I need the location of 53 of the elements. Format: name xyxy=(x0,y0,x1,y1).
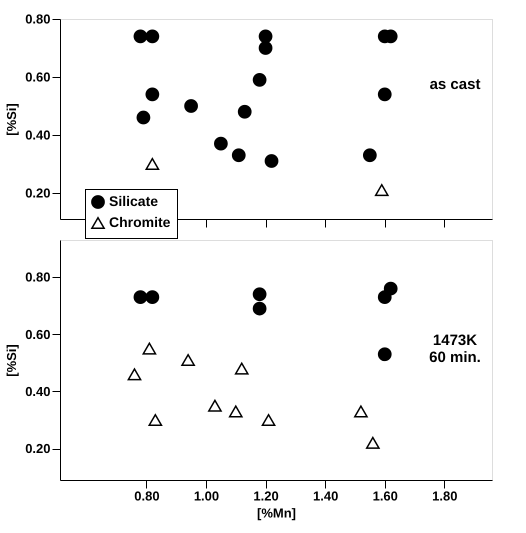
point xyxy=(362,148,377,162)
y-tick-label: 0.40 xyxy=(25,127,50,142)
point xyxy=(142,342,156,355)
point xyxy=(145,30,160,44)
point xyxy=(354,405,368,418)
point xyxy=(134,290,148,304)
point xyxy=(148,414,162,426)
point xyxy=(232,148,246,162)
y-tick-label: 0.80 xyxy=(25,270,50,285)
point xyxy=(258,30,272,44)
legend-label: Chromite xyxy=(109,214,171,230)
point xyxy=(145,290,160,304)
legend-label: Silicate xyxy=(109,193,158,209)
point xyxy=(252,287,266,302)
y-tick-label: 0.40 xyxy=(25,384,50,399)
y-tick-label: 0.20 xyxy=(25,441,50,456)
point xyxy=(184,99,198,113)
point xyxy=(136,110,150,124)
y-tick-label: 0.60 xyxy=(25,326,50,342)
point xyxy=(208,400,222,412)
point xyxy=(234,362,249,375)
point xyxy=(378,347,392,362)
point xyxy=(145,158,160,170)
annotation: as cast xyxy=(430,76,480,93)
y-tick-label: 0.60 xyxy=(25,69,50,84)
x-tick-label: 1.20 xyxy=(253,488,279,504)
x-tick-label: 1.60 xyxy=(372,488,398,504)
point xyxy=(384,282,398,296)
point xyxy=(214,136,228,150)
x-tick-label: 1.00 xyxy=(194,488,220,504)
x-tick-label: 1.80 xyxy=(432,488,458,504)
y-axis-title: [%Si] xyxy=(4,344,20,377)
point xyxy=(258,41,272,55)
point xyxy=(262,414,276,426)
point xyxy=(252,302,266,316)
point xyxy=(181,354,195,366)
point xyxy=(145,88,160,102)
point xyxy=(134,30,148,44)
annotation: 1473K 60 min. xyxy=(429,332,481,366)
x-axis-title: [%Mn] xyxy=(257,506,296,520)
point xyxy=(128,368,142,380)
point xyxy=(378,88,392,102)
point xyxy=(366,436,380,449)
y-tick-label: 0.80 xyxy=(25,12,50,26)
point xyxy=(264,154,278,168)
y-tick-label: 0.20 xyxy=(25,185,50,200)
y-axis-title: [%Si] xyxy=(4,103,20,136)
point xyxy=(252,73,266,87)
x-tick-label: 1.40 xyxy=(313,488,338,504)
x-tick-label: 0.80 xyxy=(134,488,160,504)
point xyxy=(374,184,389,196)
point xyxy=(238,104,252,119)
point xyxy=(228,405,243,418)
